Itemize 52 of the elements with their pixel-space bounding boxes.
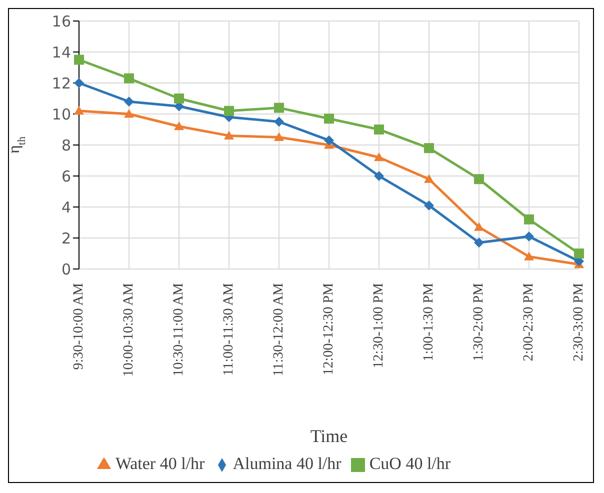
point <box>374 124 384 134</box>
point <box>224 106 234 116</box>
point <box>174 94 184 104</box>
point <box>74 54 84 65</box>
point <box>124 73 134 84</box>
point <box>424 143 434 154</box>
point <box>274 102 284 113</box>
x-tick-label: 12:30-1:00 PM <box>372 282 386 368</box>
y-tick-label: 12 <box>52 74 71 92</box>
point <box>74 78 84 88</box>
point <box>324 114 334 124</box>
point <box>474 238 484 248</box>
x-tick-label: 2:30-3:00 PM <box>572 282 586 362</box>
point <box>174 121 184 130</box>
x-tick-label: 10:00-10:30 AM <box>122 282 136 377</box>
point <box>124 96 134 107</box>
point <box>524 231 534 242</box>
y-tick-label: 8 <box>61 136 71 154</box>
point <box>374 171 384 181</box>
y-tick-label: 6 <box>61 167 71 186</box>
x-tick-label: 1:30-2:00 PM <box>472 282 486 362</box>
point <box>74 106 84 115</box>
point <box>424 174 434 183</box>
legend-label: CuO 40 l/hr <box>369 454 451 473</box>
legend-label: Water 40 l/hr <box>115 454 205 473</box>
point <box>474 174 484 184</box>
point <box>224 130 234 140</box>
point <box>324 135 334 146</box>
point <box>274 116 284 127</box>
y-tick-label: 2 <box>61 229 71 248</box>
point <box>474 222 484 231</box>
x-tick-label: 11:30-12:00 AM <box>272 282 286 376</box>
y-tick-label: 10 <box>52 105 71 124</box>
x-tick-label: 10:30-11:00 AM <box>172 282 186 376</box>
y-tick-label: 0 <box>61 260 71 278</box>
point <box>524 252 534 260</box>
x-tick-label: 2:00-2:30 PM <box>522 282 536 362</box>
point <box>524 214 534 224</box>
x-tick-label: 11:00-11:30 AM <box>222 282 236 376</box>
y-tick-label: 4 <box>61 198 71 216</box>
x-tick-label: 1:00-1:30 PM <box>422 282 436 362</box>
y-tick-label: 16 <box>52 12 71 30</box>
x-tick-label: 12:00-12:30 PM <box>322 282 336 376</box>
point <box>274 132 284 141</box>
point <box>424 200 434 210</box>
point <box>374 152 384 162</box>
point <box>574 248 584 258</box>
legend-label: Alumina 40 l/hr <box>232 454 342 473</box>
y-tick-label: 14 <box>52 43 71 62</box>
x-axis-title: Time <box>310 426 348 446</box>
x-tick-label: 9:30-10:00 AM <box>72 282 86 370</box>
point <box>124 109 134 118</box>
